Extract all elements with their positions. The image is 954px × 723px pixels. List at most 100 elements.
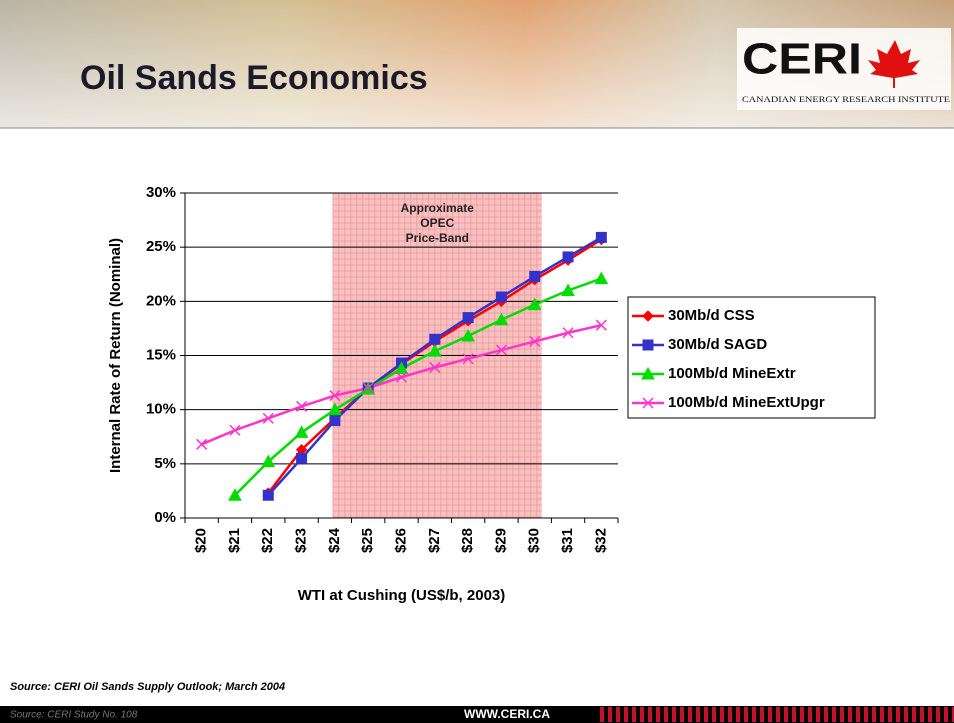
- marker: [594, 271, 609, 285]
- marker: [427, 344, 442, 357]
- stripe: [856, 707, 860, 722]
- marker: [429, 333, 441, 345]
- marker: [462, 353, 474, 365]
- band-label: Approximate: [401, 201, 475, 215]
- marker: [561, 283, 575, 296]
- y-tick-label: 30%: [146, 184, 176, 201]
- legend-box: [627, 296, 876, 419]
- stripe: [664, 707, 668, 722]
- marker: [395, 371, 408, 383]
- x-tick-label: $27: [426, 528, 443, 553]
- stripe: [800, 707, 804, 722]
- stripe: [736, 707, 740, 722]
- marker: [362, 382, 374, 394]
- stripe: [864, 707, 868, 722]
- stripe: [656, 707, 660, 722]
- marker: [595, 231, 607, 243]
- footer-study: Source: CERI Study No. 108: [10, 710, 138, 721]
- marker: [196, 438, 208, 450]
- stripe: [912, 707, 916, 722]
- legend-label: 30Mb/d CSS: [668, 307, 755, 324]
- logo: CERI: [742, 35, 862, 84]
- stripe: [640, 707, 644, 722]
- marker: [262, 412, 274, 424]
- marker: [462, 312, 474, 324]
- marker: [494, 312, 509, 326]
- stripe: [768, 707, 772, 722]
- stripe: [848, 707, 852, 722]
- x-tick-label: $24: [326, 527, 343, 553]
- y-tick-label: 5%: [154, 455, 176, 472]
- stripe: [928, 707, 932, 722]
- marker: [296, 400, 308, 412]
- stripe: [880, 707, 884, 722]
- x-tick-label: $22: [259, 528, 276, 553]
- y-tick-label: 20%: [146, 292, 176, 309]
- stripe: [720, 707, 724, 722]
- stripe: [704, 707, 708, 722]
- marker: [495, 291, 507, 303]
- x-tick-label: $23: [293, 528, 310, 553]
- stripe: [936, 707, 940, 722]
- source: Source: CERI Oil Sands Supply Outlook; M…: [10, 681, 285, 693]
- marker: [261, 454, 276, 468]
- marker: [228, 488, 242, 501]
- marker: [562, 251, 574, 263]
- marker: [329, 390, 341, 402]
- stripe: [752, 707, 756, 722]
- y-axis-label: Internal Rate of Return (Nominal): [107, 238, 124, 473]
- legend-label: 100Mb/d MineExtr: [668, 365, 796, 382]
- x-tick-label: $21: [226, 528, 243, 553]
- footer-url: WWW.CERI.CA: [464, 707, 550, 721]
- marker: [461, 328, 475, 342]
- legend-label: 100Mb/d MineExtUpgr: [668, 394, 825, 411]
- x-tick-label: $30: [526, 528, 543, 553]
- x-axis-label: WTI at Cushing (US$/b, 2003): [298, 587, 506, 604]
- stripe: [888, 707, 892, 722]
- stripe: [616, 707, 620, 722]
- stripe: [648, 707, 652, 722]
- y-tick-label: 25%: [146, 238, 176, 255]
- stripe: [944, 707, 948, 722]
- band-label: Price-Band: [406, 231, 469, 245]
- marker: [329, 415, 341, 426]
- stripe: [696, 707, 700, 722]
- x-tick-label: $31: [559, 528, 576, 553]
- stripe: [688, 707, 692, 722]
- stripe: [728, 707, 732, 722]
- stripe: [824, 707, 828, 722]
- marker: [262, 489, 274, 501]
- footer-stripes: [600, 707, 954, 722]
- marker: [495, 344, 507, 356]
- stripe: [712, 707, 716, 722]
- stripe: [600, 707, 604, 722]
- y-tick-label: 10%: [146, 401, 176, 418]
- marker: [595, 319, 607, 331]
- x-tick-label: $28: [459, 528, 476, 553]
- marker: [529, 270, 541, 282]
- marker: [642, 397, 654, 409]
- logo-subtitle: CANADIAN ENERGY RESEARCH INSTITUTE: [742, 95, 950, 104]
- stripe: [840, 707, 844, 722]
- stripe: [952, 707, 954, 722]
- slide-title: Oil Sands Economics: [80, 59, 428, 97]
- maple-leaf: [868, 40, 920, 88]
- stripe: [744, 707, 748, 722]
- stripe: [680, 707, 684, 722]
- stripe: [608, 707, 612, 722]
- legend-label: 30Mb/d SAGD: [668, 336, 767, 353]
- marker: [642, 310, 654, 322]
- marker: [529, 335, 541, 347]
- y-tick-label: 0%: [154, 509, 176, 526]
- x-tick-label: $26: [392, 528, 409, 553]
- stripe: [832, 707, 836, 722]
- marker: [394, 361, 409, 374]
- marker: [294, 425, 309, 438]
- marker: [296, 452, 308, 464]
- stripe: [792, 707, 796, 722]
- marker: [641, 366, 655, 380]
- marker: [562, 327, 574, 339]
- marker: [429, 361, 441, 373]
